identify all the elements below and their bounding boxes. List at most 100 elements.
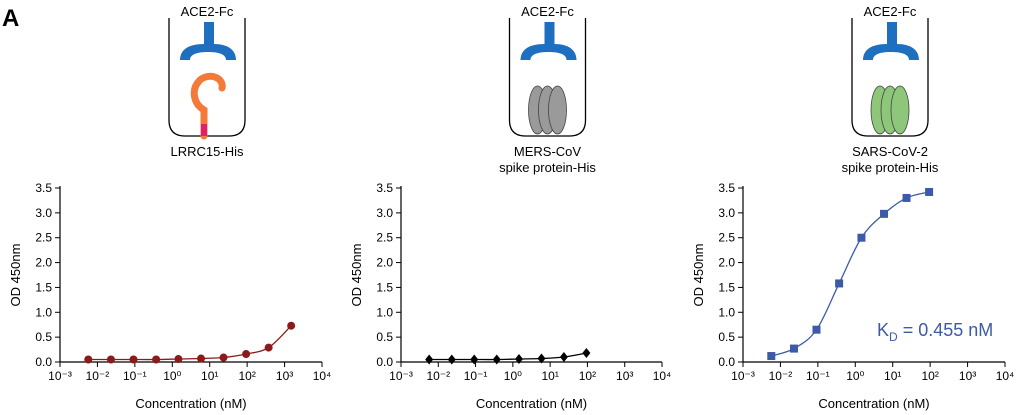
data-point bbox=[129, 355, 138, 364]
data-point bbox=[767, 352, 776, 361]
lrrc15 bbox=[190, 72, 226, 140]
data-point bbox=[492, 354, 501, 365]
data-point bbox=[537, 353, 546, 364]
y-tick-label: 2.5 bbox=[718, 231, 735, 245]
data-point bbox=[789, 344, 798, 353]
panel-label: A bbox=[2, 5, 19, 32]
his-tag bbox=[201, 124, 207, 136]
fit-line bbox=[88, 325, 292, 361]
x-tick-label: 10¹ bbox=[201, 369, 218, 383]
x-tick-label: 10⁴ bbox=[996, 369, 1015, 383]
y-tick-label: 1.0 bbox=[718, 305, 735, 319]
x-tick-label: 10³ bbox=[616, 369, 633, 383]
y-tick-label: 3.0 bbox=[718, 206, 735, 220]
y-tick-label: 3.0 bbox=[35, 206, 52, 220]
label-below: LRRC15-His bbox=[171, 144, 244, 159]
x-tick-label: 10¹ bbox=[541, 369, 558, 383]
ace2-fc bbox=[520, 22, 577, 60]
x-tick-label: 10⁻³ bbox=[731, 369, 755, 383]
y-tick-label: 3.5 bbox=[376, 181, 393, 195]
x-tick-label: 10⁻¹ bbox=[806, 369, 830, 383]
spike bbox=[890, 85, 910, 135]
illustration bbox=[508, 18, 587, 137]
x-tick-label: 10² bbox=[579, 369, 596, 383]
data-point bbox=[447, 354, 456, 365]
y-axis-label: OD 450nm bbox=[349, 244, 364, 307]
data-point bbox=[152, 355, 161, 364]
data-point bbox=[835, 279, 844, 288]
data-point bbox=[242, 350, 251, 359]
data-point bbox=[582, 348, 591, 359]
data-point bbox=[219, 353, 228, 362]
y-tick-label: 0.5 bbox=[35, 330, 52, 344]
data-point bbox=[925, 187, 934, 196]
y-tick-label: 0.0 bbox=[376, 355, 393, 369]
y-tick-label: 1.5 bbox=[718, 280, 735, 294]
y-tick-label: 2.5 bbox=[376, 231, 393, 245]
x-tick-label: 10⁻² bbox=[86, 369, 110, 383]
y-tick-label: 3.0 bbox=[376, 206, 393, 220]
data-point bbox=[106, 355, 115, 364]
y-tick-label: 2.0 bbox=[376, 256, 393, 270]
y-axis-label: OD 450nm bbox=[8, 244, 23, 307]
data-point bbox=[197, 354, 206, 363]
x-axis-label: Concentration (nM) bbox=[818, 396, 929, 411]
label-below: SARS-CoV-2 bbox=[852, 144, 928, 159]
kd-rest: = 0.455 nM bbox=[898, 320, 994, 340]
y-tick-label: 2.5 bbox=[35, 231, 52, 245]
x-tick-label: 10² bbox=[921, 369, 938, 383]
container bbox=[851, 18, 929, 137]
data-point bbox=[559, 352, 568, 363]
y-tick-label: 0.0 bbox=[35, 355, 52, 369]
data-point bbox=[264, 343, 273, 352]
data-point bbox=[84, 355, 93, 364]
x-tick-label: 10⁻² bbox=[769, 369, 793, 383]
data-point bbox=[470, 354, 479, 365]
data-point bbox=[514, 354, 523, 365]
data-point bbox=[880, 209, 889, 218]
x-tick-label: 10⁰ bbox=[163, 369, 181, 383]
x-tick-label: 10³ bbox=[276, 369, 293, 383]
ace2-fc bbox=[180, 22, 236, 60]
illustration bbox=[168, 18, 246, 140]
y-tick-label: 3.5 bbox=[35, 181, 52, 195]
y-tick-label: 0.5 bbox=[718, 330, 735, 344]
y-tick-label: 2.0 bbox=[718, 256, 735, 270]
data-point bbox=[812, 325, 821, 334]
x-tick-label: 10² bbox=[238, 369, 255, 383]
y-tick-label: 2.0 bbox=[35, 256, 52, 270]
y-tick-label: 1.5 bbox=[376, 280, 393, 294]
label-above: ACE2-Fc bbox=[181, 4, 234, 19]
x-axis-label: Concentration (nM) bbox=[476, 396, 587, 411]
label-below: spike protein-His bbox=[499, 160, 596, 175]
data-point bbox=[902, 193, 911, 202]
x-tick-label: 10⁻¹ bbox=[464, 369, 488, 383]
kd-sub: D bbox=[889, 330, 898, 344]
x-tick-label: 10³ bbox=[959, 369, 976, 383]
y-tick-label: 1.0 bbox=[35, 305, 52, 319]
y-tick-label: 1.5 bbox=[35, 280, 52, 294]
y-axis-label: OD 450nm bbox=[691, 244, 706, 307]
x-tick-label: 10⁰ bbox=[846, 369, 864, 383]
data-point bbox=[857, 233, 866, 242]
data-point bbox=[425, 354, 434, 365]
illustration bbox=[851, 18, 929, 137]
x-tick-label: 10⁴ bbox=[313, 369, 332, 383]
x-tick-label: 10⁻¹ bbox=[123, 369, 147, 383]
kd-k: K bbox=[877, 320, 889, 340]
y-tick-label: 0.0 bbox=[718, 355, 735, 369]
x-tick-label: 10⁴ bbox=[653, 369, 672, 383]
label-above: ACE2-Fc bbox=[521, 4, 574, 19]
label-below: MERS-CoV bbox=[514, 144, 582, 159]
y-tick-label: 0.5 bbox=[376, 330, 393, 344]
label-above: ACE2-Fc bbox=[864, 4, 917, 19]
label-below: spike protein-His bbox=[842, 160, 939, 175]
x-tick-label: 10¹ bbox=[884, 369, 901, 383]
x-axis-label: Concentration (nM) bbox=[135, 396, 246, 411]
y-tick-label: 1.0 bbox=[376, 305, 393, 319]
x-tick-label: 10⁰ bbox=[504, 369, 522, 383]
data-point bbox=[287, 321, 296, 330]
kd-annotation: KD = 0.455 nM bbox=[877, 320, 993, 344]
container bbox=[508, 18, 587, 137]
